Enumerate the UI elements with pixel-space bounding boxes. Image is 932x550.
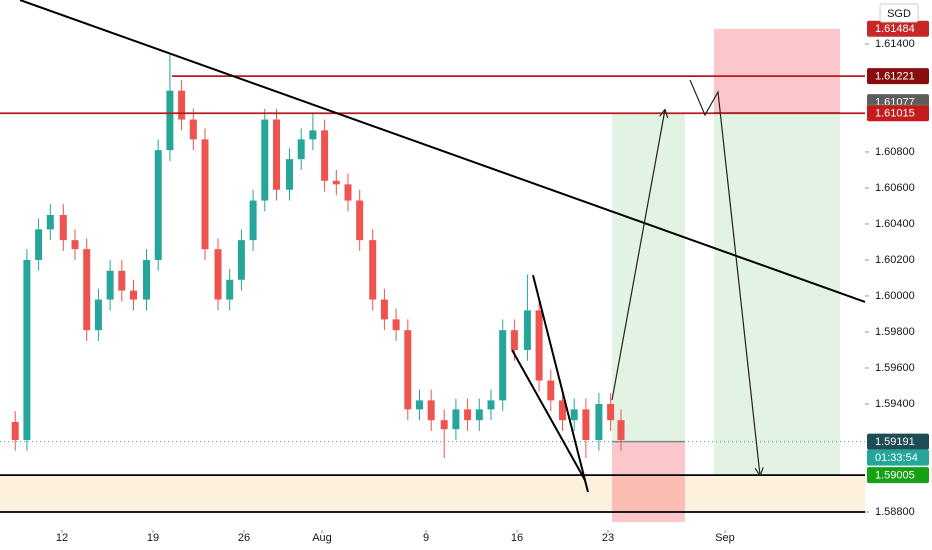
candle-body (214, 249, 222, 300)
candle-body (237, 240, 245, 280)
projection-arrow (611, 110, 665, 401)
candle-body (46, 214, 54, 230)
x-tick-label: 9 (423, 532, 429, 544)
candle-body (249, 200, 257, 241)
candle-body (427, 400, 435, 421)
price-badge (867, 68, 929, 85)
candle-body (464, 409, 472, 421)
y-tick-label: 1.60000 (875, 290, 915, 302)
price-badge-label: 1.61484 (875, 23, 915, 35)
y-tick-label: 1.59800 (875, 326, 915, 338)
price-badge (867, 467, 929, 484)
plot (0, 0, 866, 523)
candle-body (83, 249, 91, 331)
candle-body (23, 259, 31, 440)
candle-body (143, 259, 151, 300)
y-tick-label: 1.60400 (875, 218, 915, 230)
price-badge (867, 433, 929, 450)
stop-zone (713, 28, 841, 113)
profit-zone (612, 113, 685, 442)
candle-body (547, 380, 555, 401)
candle-body (617, 420, 625, 440)
candle-body (595, 403, 603, 440)
candle-body (94, 299, 102, 331)
y-tick-label: 1.61400 (875, 38, 915, 50)
y-tick-label: 1.60800 (875, 146, 915, 158)
candle-body (106, 270, 114, 300)
y-tick-label: 1.60600 (875, 182, 915, 194)
y-tick-label: 1.58800 (875, 506, 915, 518)
candle-body (118, 270, 126, 291)
candle-body (475, 409, 483, 421)
candle-body (201, 139, 209, 250)
candle-body (130, 290, 138, 300)
axes: 1.61400 1.60800 1.60600 1.60400 1.60200 1.600… (56, 20, 929, 544)
price-badge-label: 1.59005 (875, 469, 915, 481)
candle-body (523, 310, 531, 350)
profit-zone (713, 112, 841, 476)
candle-body (607, 403, 615, 421)
trendline (511, 349, 586, 481)
candle-body (344, 184, 352, 201)
currency: SGD (887, 8, 911, 20)
candle-body (570, 409, 578, 421)
candle-body (321, 130, 329, 181)
y-tick-label: 1.59400 (875, 398, 915, 410)
candle-body (189, 119, 197, 140)
countdown-label: 01:33:54 (875, 452, 918, 464)
candle-body (286, 159, 294, 190)
countdown-badge (867, 449, 929, 466)
candle-body (452, 409, 460, 430)
y-tick-label: 1.60200 (875, 254, 915, 266)
candle-body (154, 150, 162, 260)
candle-body (356, 200, 364, 241)
price-badge (867, 20, 929, 37)
candle-body (582, 409, 590, 440)
candle-body (416, 400, 424, 410)
candle-body (535, 310, 543, 381)
y-tick-label: 1.59600 (875, 362, 915, 374)
candle-body (261, 119, 269, 201)
candle-body (558, 400, 566, 421)
candle-body (11, 421, 19, 440)
trendline (532, 274, 589, 493)
candle-body (309, 130, 317, 140)
price-badge-label: 1.59191 (875, 436, 915, 448)
candle-body (35, 229, 43, 260)
candle-body (499, 330, 507, 401)
x-tick-label: Sep (715, 532, 735, 544)
x-tick-label: 26 (238, 532, 250, 544)
candle-body (332, 180, 340, 185)
x-tick-label: 12 (56, 532, 68, 544)
currency-box (879, 3, 919, 23)
candle-body (178, 90, 186, 120)
candle-body (487, 400, 495, 410)
x-tick-label: 23 (602, 532, 614, 544)
candle-body (71, 240, 79, 250)
price-badge-label: 1.61015 (875, 108, 915, 120)
candle-body (380, 299, 388, 320)
x-tick-label: 19 (147, 532, 159, 544)
candle-body (273, 119, 281, 190)
candle-body (59, 214, 67, 241)
support-zone (0, 475, 865, 512)
projection-arrow (689, 79, 760, 475)
stop-zone (612, 441, 685, 523)
candle-body (226, 279, 234, 300)
price-badge (867, 105, 929, 122)
candle-body (440, 420, 448, 430)
candle-body (369, 240, 377, 300)
candle-body (404, 330, 412, 410)
candle-body (392, 319, 400, 331)
x-tick-label: 16 (511, 532, 523, 544)
price-badge-label: 1.61221 (875, 71, 915, 83)
candle-body (297, 139, 305, 160)
candle-body (510, 330, 518, 350)
trendline (19, 0, 866, 303)
x-tick-label: Aug (312, 532, 332, 544)
candle-body (166, 90, 174, 151)
